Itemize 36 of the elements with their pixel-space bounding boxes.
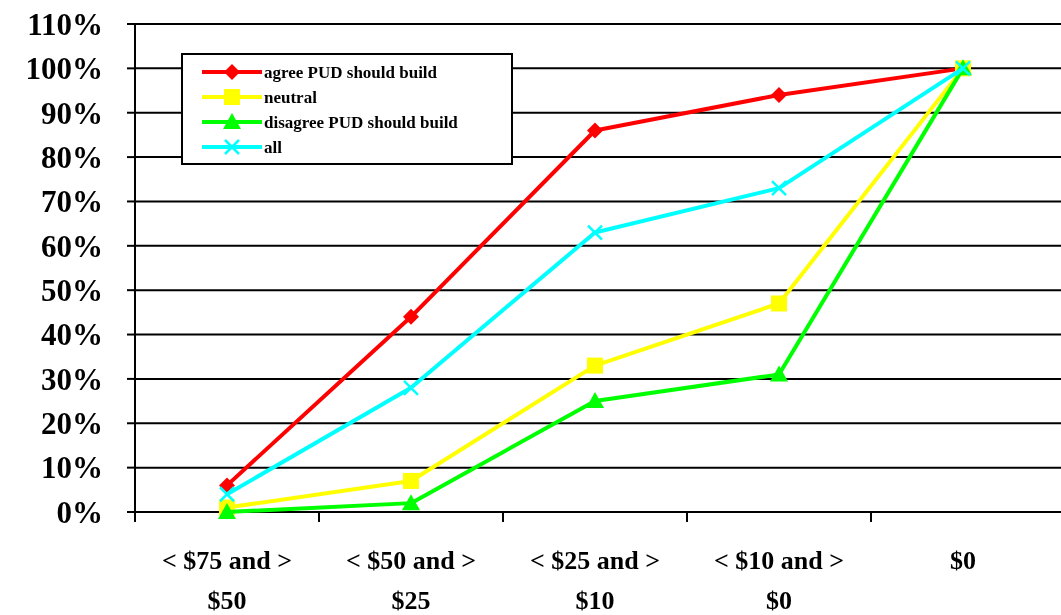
point [402,379,420,397]
legend-label: all [264,137,283,157]
point [218,503,236,519]
y-tick-label: 0% [56,494,103,530]
x-tick-label: < $25 and > $10 [529,546,661,615]
y-tick-label: 100% [25,51,103,87]
legend-label: neutral [264,87,318,107]
point [771,295,787,312]
point [770,365,788,382]
y-tick-label: 10% [41,450,103,486]
x-tick-label: < $50 and > $25 [345,546,477,615]
point [219,477,235,494]
x-tick-label: < $10 and > $0 [713,546,845,615]
point [403,308,419,325]
legend-label: agree PUD should build [264,62,438,82]
point [403,472,419,489]
x-tick-label: < $75 and > $50 [161,546,293,615]
y-tick-label: 20% [41,406,103,442]
y-tick-label: 40% [41,317,103,353]
point [586,224,604,241]
y-tick-label: 80% [41,139,103,175]
point [587,122,603,139]
point [771,86,787,103]
point [770,179,788,197]
y-tick-label: 30% [41,361,103,397]
point [402,494,420,511]
y-tick-label: 110% [27,6,103,42]
legend-label: disagree PUD should build [264,112,459,132]
y-tick-label: 50% [41,273,103,309]
point [587,357,603,374]
point [586,392,604,409]
y-tick-label: 60% [41,228,103,264]
x-tick-label: $0 [950,546,976,575]
point [218,486,236,503]
y-tick-label: 90% [41,95,103,131]
y-tick-label: 70% [41,184,103,220]
